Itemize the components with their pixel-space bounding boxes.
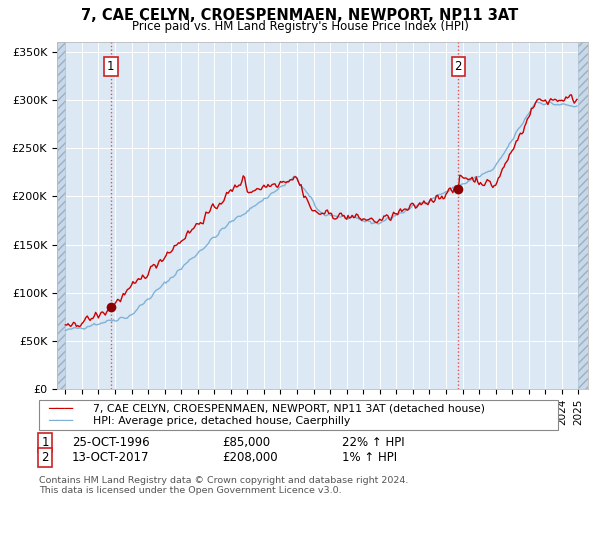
Text: 7, CAE CELYN, CROESPENMAEN, NEWPORT, NP11 3AT: 7, CAE CELYN, CROESPENMAEN, NEWPORT, NP1… — [82, 8, 518, 24]
Text: ────: ──── — [48, 414, 78, 428]
Text: Price paid vs. HM Land Registry's House Price Index (HPI): Price paid vs. HM Land Registry's House … — [131, 20, 469, 32]
Text: 1: 1 — [107, 59, 115, 73]
Bar — [578, 42, 588, 389]
Text: HPI: Average price, detached house, Caerphilly: HPI: Average price, detached house, Caer… — [93, 416, 350, 426]
Text: 1: 1 — [41, 436, 49, 449]
Text: 2: 2 — [455, 59, 462, 73]
Text: 7, CAE CELYN, CROESPENMAEN, NEWPORT, NP11 3AT (detached house): 7, CAE CELYN, CROESPENMAEN, NEWPORT, NP1… — [93, 404, 485, 414]
Text: 13-OCT-2017: 13-OCT-2017 — [72, 451, 149, 464]
Text: 7, CAE CELYN, CROESPENMAEN, NEWPORT, NP11 3AT (detached house): 7, CAE CELYN, CROESPENMAEN, NEWPORT, NP1… — [93, 404, 485, 414]
Text: £85,000: £85,000 — [222, 436, 270, 449]
Text: Contains HM Land Registry data © Crown copyright and database right 2024.
This d: Contains HM Land Registry data © Crown c… — [39, 476, 409, 496]
Text: ────: ──── — [48, 402, 78, 416]
Text: 2: 2 — [41, 451, 49, 464]
Text: 22% ↑ HPI: 22% ↑ HPI — [342, 436, 404, 449]
Text: 25-OCT-1996: 25-OCT-1996 — [72, 436, 149, 449]
Text: HPI: Average price, detached house, Caerphilly: HPI: Average price, detached house, Caer… — [93, 416, 350, 426]
Bar — [57, 42, 65, 389]
Text: £208,000: £208,000 — [222, 451, 278, 464]
Text: ───: ─── — [48, 402, 73, 416]
Text: ───: ─── — [48, 414, 73, 428]
Text: 1% ↑ HPI: 1% ↑ HPI — [342, 451, 397, 464]
